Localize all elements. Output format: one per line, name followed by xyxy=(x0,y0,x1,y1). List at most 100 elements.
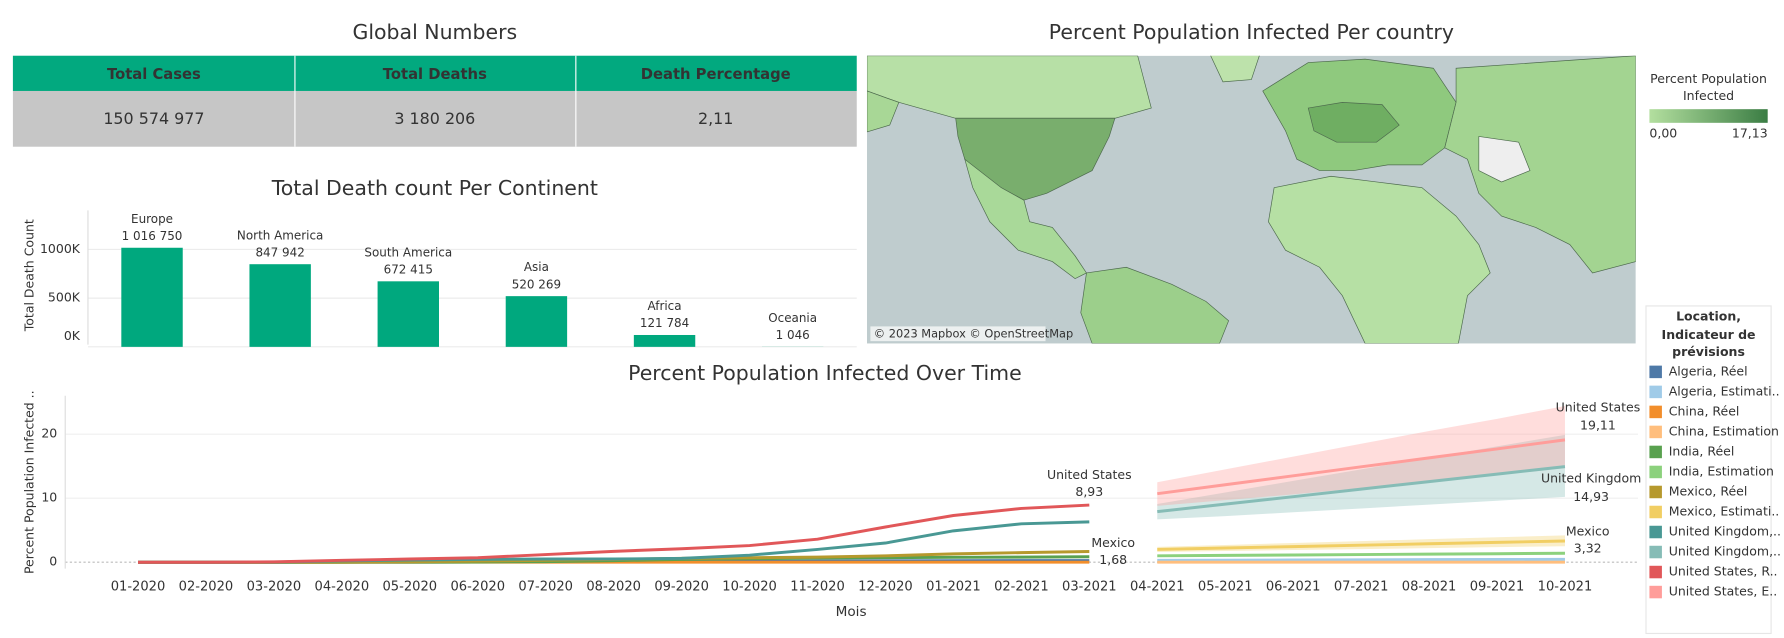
legend-title: Location, Indicateur de prévisions xyxy=(1661,309,1756,360)
category-label: Asia xyxy=(524,260,549,274)
series-line xyxy=(1157,551,1565,558)
legend-label: United Kingdom,.. xyxy=(1669,524,1781,539)
x-tick-label: 01-2020 xyxy=(111,579,166,594)
x-tick-label: 06-2020 xyxy=(450,579,505,594)
x-tick-label: 03-2021 xyxy=(1062,579,1117,594)
map-legend: 0,00 17,13 xyxy=(1649,126,1767,141)
column-header: Death Percentage xyxy=(641,66,791,83)
legend-swatch xyxy=(1649,565,1662,579)
legend-label: China, Estimation xyxy=(1669,423,1779,438)
legend-label: Algeria, Estimati.. xyxy=(1669,383,1780,398)
table-cell: 150 574 977 xyxy=(103,109,204,128)
annotation-label: United Kingdom xyxy=(1541,471,1641,486)
series-line xyxy=(1157,557,1565,562)
x-tick-label: 02-2020 xyxy=(179,579,234,594)
legend-label: United States, E.. xyxy=(1669,584,1777,599)
y-tick-label: 500K xyxy=(48,290,81,305)
land xyxy=(1268,175,1491,344)
map-title: Percent Population Infected Per country xyxy=(1049,20,1454,44)
x-tick-label: 05-2021 xyxy=(1198,579,1253,594)
confidence-band xyxy=(1157,434,1565,520)
legend-swatch xyxy=(1649,405,1662,419)
x-tick-label: 11-2020 xyxy=(790,579,845,594)
column-header: Total Deaths xyxy=(383,66,487,83)
legend-swatch xyxy=(1649,485,1662,499)
land xyxy=(1080,266,1230,344)
legend-swatch xyxy=(1649,445,1662,459)
table-header xyxy=(12,55,857,91)
land xyxy=(866,90,900,133)
series-line xyxy=(137,503,1090,564)
value-label: 672 415 xyxy=(384,262,433,276)
y-tick-label: 10 xyxy=(41,490,57,505)
y-tick-label: 0 xyxy=(49,554,57,569)
x-tick-label: 01-2021 xyxy=(926,579,981,594)
table-title: Global Numbers xyxy=(352,20,517,44)
attribution-bg xyxy=(870,326,1046,342)
value-label: 3,32 xyxy=(1574,540,1602,555)
value-label: 847 942 xyxy=(255,245,304,259)
value-label: 1,68 xyxy=(1099,552,1127,567)
y-tick-label: 0K xyxy=(64,328,81,343)
category-label: North America xyxy=(237,228,323,242)
color-legend xyxy=(1649,109,1768,123)
x-tick-label: 02-2021 xyxy=(994,579,1049,594)
table-cell: 3 180 206 xyxy=(394,109,475,128)
x-tick-label: 05-2020 xyxy=(383,579,438,594)
legend-label: Mexico, Réel xyxy=(1669,483,1748,498)
series-line xyxy=(1157,539,1566,551)
value-label: 14,93 xyxy=(1573,489,1609,504)
legend-swatch xyxy=(1649,385,1662,399)
x-tick-label: 09-2021 xyxy=(1470,579,1525,594)
bar xyxy=(121,247,183,347)
legend: Algeria, Réel Algeria, Estimati.. China, R… xyxy=(1649,363,1781,599)
column-header: Total Cases xyxy=(107,66,201,83)
y-axis-title: Percent Population Infected .. xyxy=(21,390,36,574)
y-axis-title: Total Death Count xyxy=(21,219,36,332)
table-cell: 2,11 xyxy=(698,109,733,128)
value-label: 19,11 xyxy=(1580,418,1616,433)
legend-swatch xyxy=(1649,505,1662,519)
color-legend-label: 0,00 xyxy=(1649,126,1677,141)
land xyxy=(1478,136,1531,183)
annotation-label: United States xyxy=(1556,400,1641,415)
category-label: South America xyxy=(364,245,452,259)
x-axis-title: Mois xyxy=(836,604,867,620)
legend-label: United Kingdom,.. xyxy=(1669,544,1781,559)
legend-swatch xyxy=(1649,465,1662,479)
value-label: 520 269 xyxy=(512,277,561,291)
x-tick-label: 07-2021 xyxy=(1334,579,1389,594)
value-label: 1 016 750 xyxy=(122,229,183,243)
value-label: 8,93 xyxy=(1075,484,1103,499)
table-body xyxy=(12,90,857,147)
legend-swatch xyxy=(1649,425,1662,439)
annotation-label: Mexico xyxy=(1566,523,1610,538)
legend-box xyxy=(1645,305,1772,635)
land xyxy=(1444,55,1636,274)
legend-label: India, Réel xyxy=(1669,443,1735,458)
x-tick-label: 10-2021 xyxy=(1538,579,1593,594)
series-line xyxy=(1157,438,1566,496)
category-label: Oceania xyxy=(768,311,817,325)
category-label: Europe xyxy=(131,212,173,226)
land xyxy=(1210,55,1260,83)
legend-label: Algeria, Réel xyxy=(1669,363,1748,378)
map-legend-title: Percent Population Infected xyxy=(1650,71,1767,104)
x-tick-label: 10-2020 xyxy=(722,579,777,594)
legend-swatch xyxy=(1649,525,1662,539)
x-tick-label: 07-2020 xyxy=(518,579,573,594)
legend-label: China, Réel xyxy=(1669,403,1740,418)
legend-title-box: Location, Indicateur de prévisions xyxy=(1661,309,1756,360)
land xyxy=(1307,102,1400,143)
x-tick-label: 09-2020 xyxy=(654,579,709,594)
bar-title: Total Death count Per Continent xyxy=(271,176,598,200)
x-tick-label: 12-2020 xyxy=(858,579,913,594)
annotation-label: United States xyxy=(1047,467,1132,482)
bar xyxy=(633,334,696,347)
bar-chart: 0K 500K 1000K Europe 1 016 750 North America 8… xyxy=(40,210,857,348)
bar xyxy=(377,281,439,347)
annotation-label: Mexico xyxy=(1091,535,1135,550)
legend-swatch xyxy=(1649,365,1662,379)
legend-label: India, Estimation xyxy=(1669,463,1774,478)
legend-label: Mexico, Estimati.. xyxy=(1669,503,1780,518)
